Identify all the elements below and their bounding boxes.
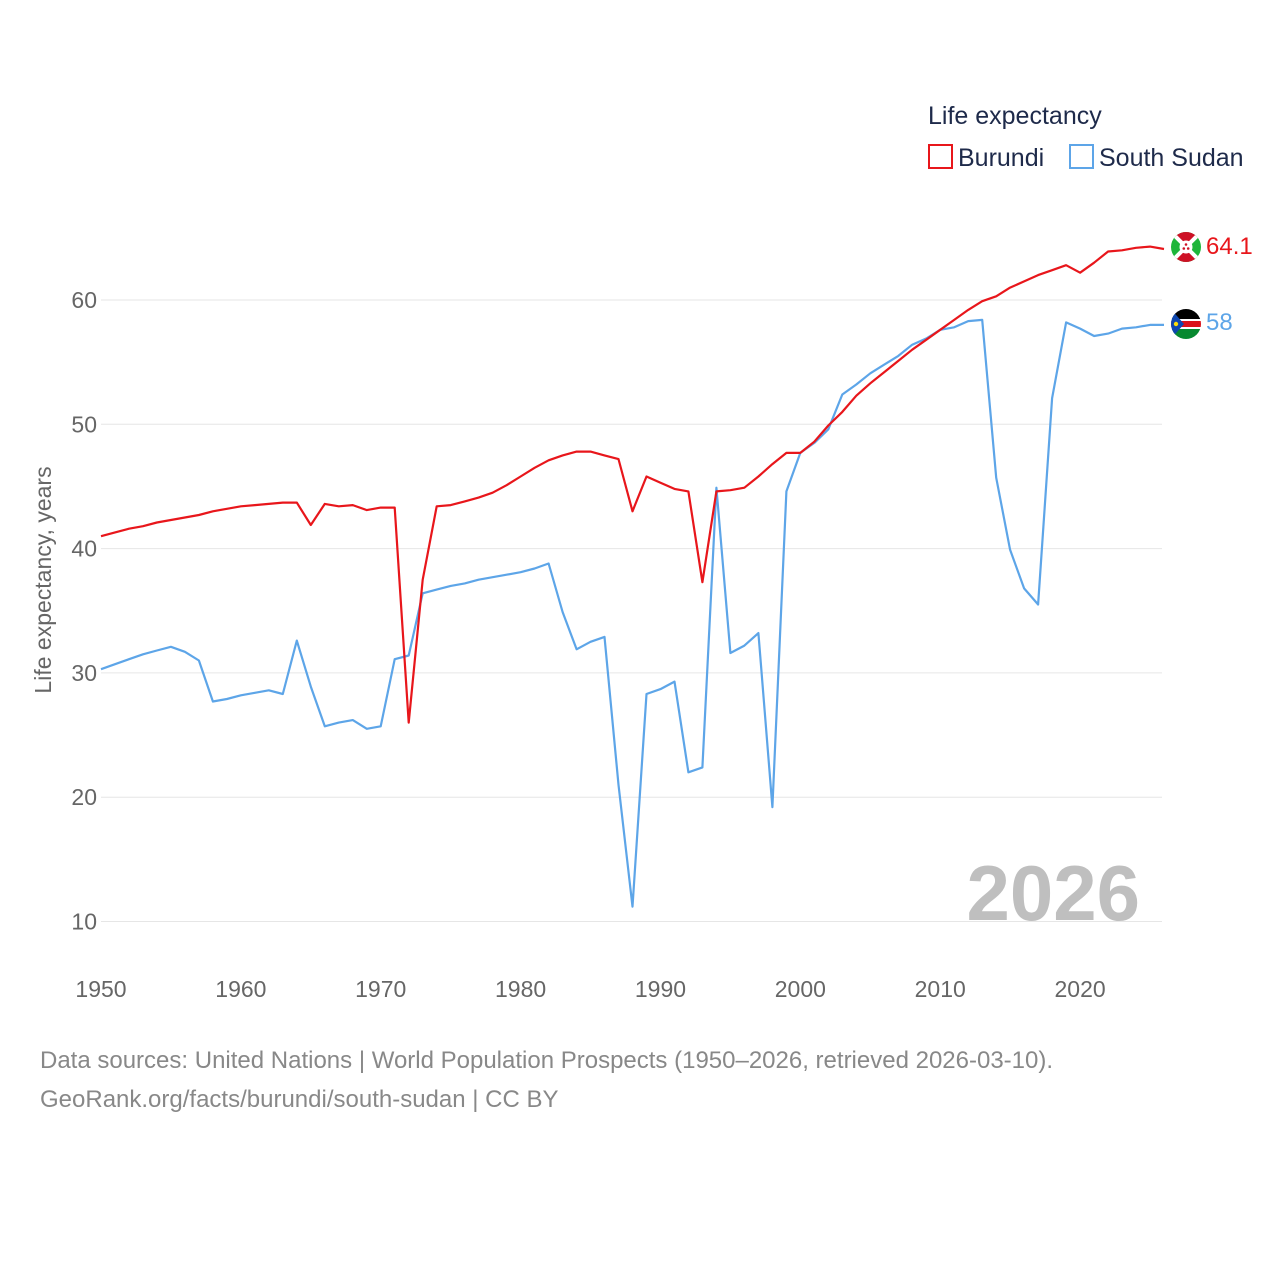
x-tick-1980: 1980: [495, 976, 546, 1002]
burundi-flag-icon: [1171, 232, 1201, 262]
x-tick-1950: 1950: [75, 976, 126, 1002]
legend: Life expectancy Burundi South Sudan: [928, 102, 1244, 172]
series-line-burundi: [100, 245, 1165, 724]
footer-sources: Data sources: United Nations | World Pop…: [40, 1047, 1054, 1074]
year-watermark: 2026: [966, 849, 1140, 937]
legend-swatch-burundi: [928, 144, 953, 169]
end-value-label-south-sudan: 58: [1206, 309, 1233, 336]
south-sudan-flag-icon: [1171, 309, 1201, 339]
grid-lines: [101, 299, 1162, 922]
x-tick-1970: 1970: [355, 976, 406, 1002]
y-axis-label: Life expectancy, years: [30, 466, 56, 693]
legend-swatch-south-sudan: [1069, 144, 1094, 169]
y-tick-40: 40: [71, 536, 97, 562]
end-value-label-burundi: 64.1: [1206, 233, 1253, 260]
legend-label-south-sudan[interactable]: South Sudan: [1099, 144, 1244, 172]
footer-attribution[interactable]: GeoRank.org/facts/burundi/south-sudan | …: [40, 1086, 559, 1113]
legend-label-burundi[interactable]: Burundi: [958, 144, 1044, 172]
y-axis-ticks: 10 20 30 40 50 60: [71, 287, 97, 935]
x-axis-ticks: 1950 1960 1970 1980 1990 2000 2010 2020: [75, 976, 1105, 1002]
x-tick-1960: 1960: [215, 976, 266, 1002]
series-line-south-sudan: [100, 318, 1164, 908]
y-tick-20: 20: [71, 784, 97, 810]
series-lines: [100, 245, 1165, 908]
x-tick-2010: 2010: [915, 976, 966, 1002]
y-tick-10: 10: [71, 909, 97, 935]
y-tick-30: 30: [71, 660, 97, 686]
x-tick-2020: 2020: [1054, 976, 1105, 1002]
y-tick-50: 50: [71, 411, 97, 437]
x-tick-1990: 1990: [635, 976, 686, 1002]
legend-title: Life expectancy: [928, 102, 1102, 130]
x-tick-2000: 2000: [775, 976, 826, 1002]
y-tick-60: 60: [71, 287, 97, 313]
